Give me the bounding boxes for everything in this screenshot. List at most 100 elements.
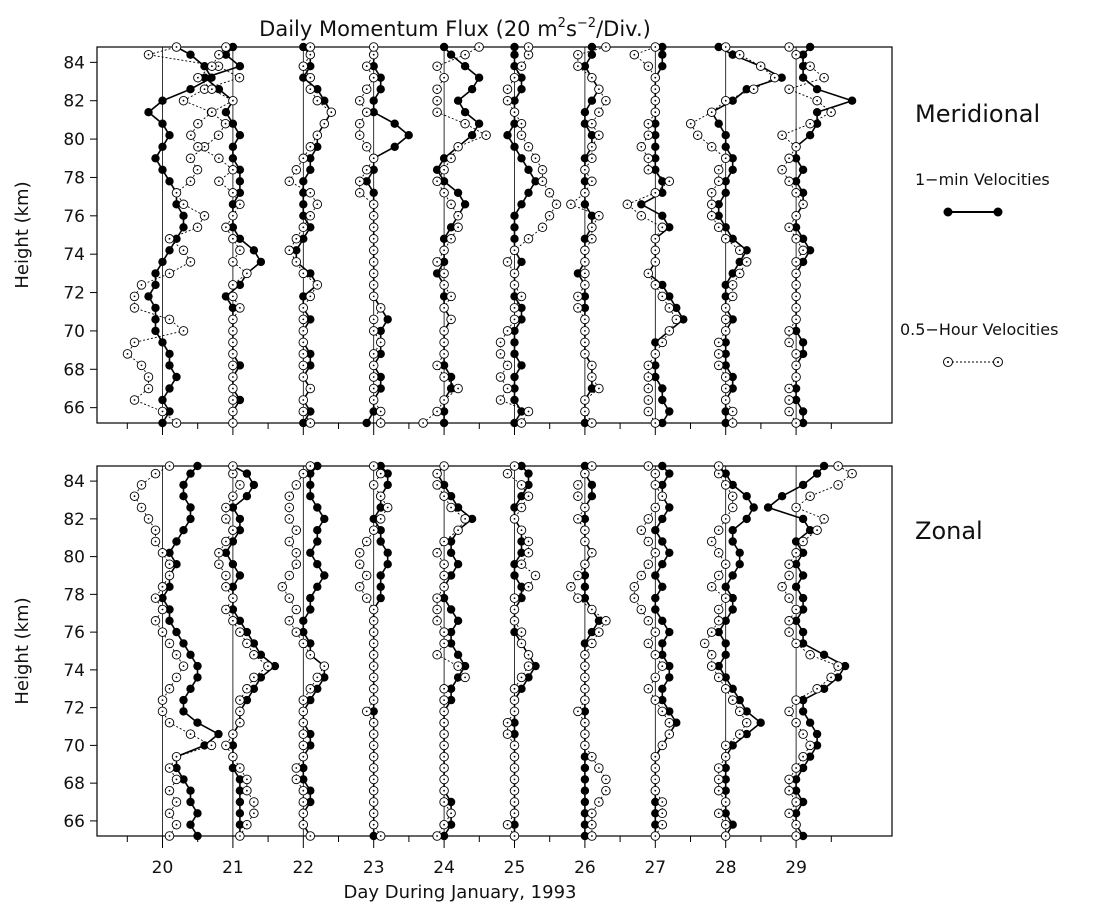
data-point-center <box>605 778 607 781</box>
data-point-center <box>499 353 502 355</box>
data-point-center <box>717 574 720 577</box>
profile-line <box>626 46 677 424</box>
data-point-center <box>140 484 143 486</box>
data-point-center <box>591 237 593 240</box>
profile-line <box>203 46 262 423</box>
data-point-center <box>788 710 790 713</box>
data-point-center <box>288 249 291 252</box>
data-point-center <box>316 99 319 102</box>
data-point-center <box>745 721 748 724</box>
data-point-center <box>584 272 586 275</box>
data-point <box>756 718 765 727</box>
data-point <box>186 650 195 659</box>
data-point-center <box>738 710 741 713</box>
data-point <box>383 469 392 478</box>
data-point-center <box>802 755 804 758</box>
data-point-center <box>710 540 713 543</box>
data-point-center <box>534 157 537 160</box>
data-point-center <box>295 563 298 566</box>
data-point-center <box>647 410 650 413</box>
data-point-center <box>584 687 586 690</box>
data-point <box>777 73 786 82</box>
data-point-center <box>295 168 298 171</box>
data-point <box>242 627 252 637</box>
data-point <box>228 154 238 163</box>
data-point-center <box>288 619 291 622</box>
data-point-center <box>154 540 157 543</box>
data-point-center <box>520 676 523 679</box>
data-point <box>503 131 512 140</box>
data-point-center <box>302 65 305 68</box>
profile-line <box>436 46 481 423</box>
data-point-center <box>816 529 818 532</box>
data-point-center <box>443 341 445 344</box>
data-point-center <box>267 665 269 667</box>
data-point-center <box>246 789 248 792</box>
data-point <box>235 177 245 186</box>
data-point-center <box>232 364 234 367</box>
data-point-center <box>584 249 586 252</box>
data-point-center <box>379 341 382 344</box>
data-point <box>158 395 167 405</box>
data-point-center <box>633 597 636 599</box>
data-point <box>510 349 519 359</box>
data-point <box>805 526 815 535</box>
data-point-center <box>591 226 593 229</box>
data-point <box>306 548 315 557</box>
data-point <box>580 61 590 71</box>
data-point-center <box>443 642 445 645</box>
data-point-center <box>654 506 657 509</box>
data-point <box>186 786 195 795</box>
data-point-center <box>584 168 586 171</box>
data-point <box>517 85 526 94</box>
data-point <box>798 188 808 197</box>
y-tick-label: 68 <box>63 774 85 794</box>
data-point <box>446 627 456 637</box>
data-point <box>728 50 737 59</box>
data-point-center <box>464 53 466 56</box>
data-point-center <box>161 699 164 701</box>
data-point-center <box>457 145 459 148</box>
data-point <box>510 571 519 580</box>
data-point <box>193 718 202 727</box>
data-point-center <box>816 99 818 102</box>
data-point <box>812 729 822 739</box>
data-point <box>798 831 808 841</box>
data-point <box>714 661 723 671</box>
data-point-center <box>527 665 530 667</box>
data-point-center <box>661 710 664 713</box>
data-point <box>517 361 526 370</box>
data-point-center <box>147 387 150 390</box>
data-point-center <box>577 307 579 309</box>
data-point <box>390 119 399 128</box>
data-point-center <box>577 597 579 599</box>
data-point-center <box>647 399 650 401</box>
data-point <box>228 223 238 232</box>
data-point-center <box>309 145 312 148</box>
data-point-center <box>506 721 509 724</box>
data-point <box>742 514 751 524</box>
data-point <box>580 831 590 841</box>
data-point <box>179 223 188 232</box>
data-point-center <box>365 111 368 114</box>
data-point <box>728 593 737 603</box>
data-point <box>313 582 322 591</box>
data-point <box>517 582 526 591</box>
data-point <box>580 303 590 313</box>
data-point-center <box>724 387 727 390</box>
data-point <box>158 257 167 267</box>
data-point-center <box>731 410 734 413</box>
x-tick-label: 26 <box>574 858 596 878</box>
data-point <box>580 108 590 117</box>
data-point-center <box>302 744 305 747</box>
data-point-center <box>232 284 234 286</box>
x-tick-label: 21 <box>222 858 244 878</box>
data-point <box>658 280 667 290</box>
data-point <box>510 234 519 243</box>
data-point-center <box>548 191 551 194</box>
data-point-center <box>584 733 586 735</box>
data-point-center <box>795 284 797 286</box>
data-point-center <box>710 585 713 588</box>
data-point-center <box>232 399 234 401</box>
data-point-center <box>724 597 727 599</box>
